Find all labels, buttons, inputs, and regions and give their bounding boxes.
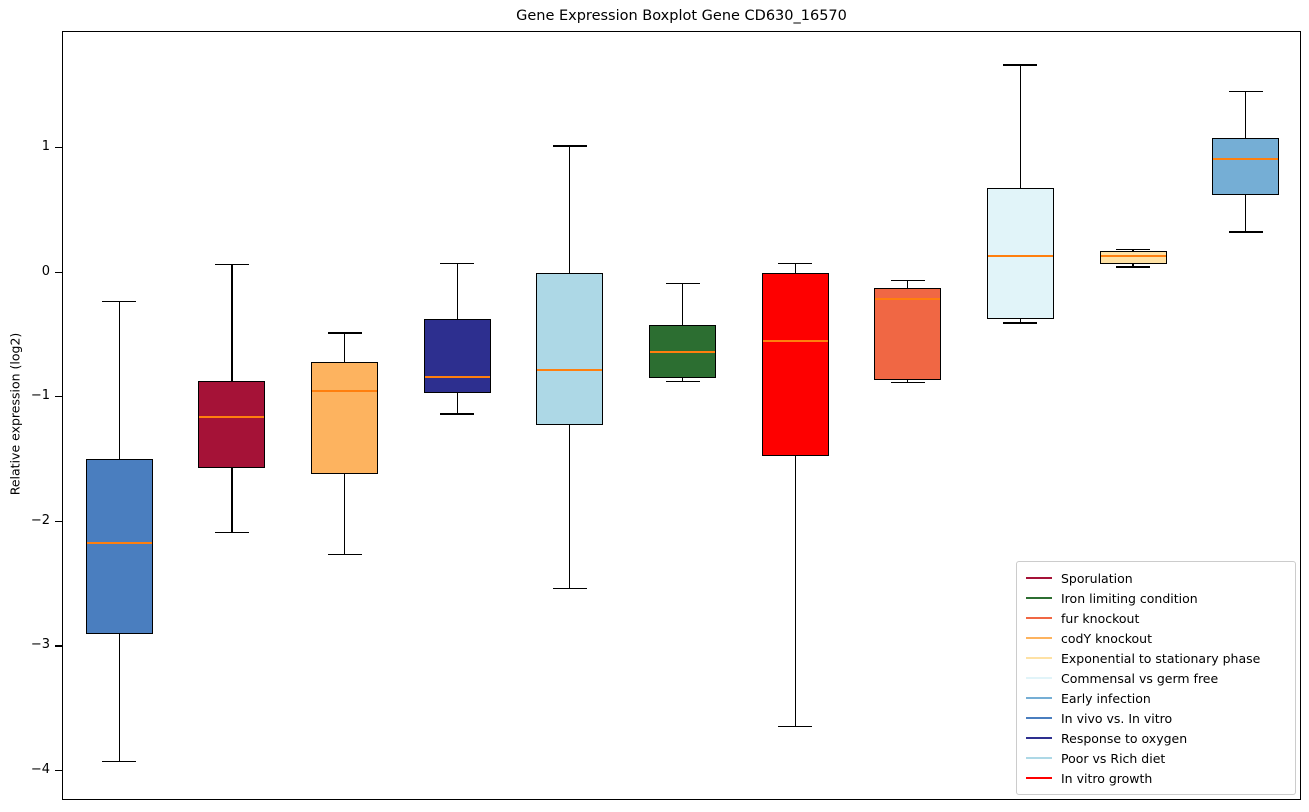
whisker-cap-bottom [214,531,249,533]
legend-line-swatch [1026,616,1052,620]
y-tick-mark [55,770,62,772]
whisker-cap-bottom [102,761,137,763]
y-tick-label: −4 [30,762,50,778]
legend-line-swatch [1026,676,1052,680]
whisker-cap-top [214,263,249,265]
y-tick-mark [55,146,62,149]
legend-label: codY knockout [1061,630,1153,646]
box-in-vitro-growth [761,272,829,456]
whisker-cap-bottom [1228,231,1263,233]
legend-label: Poor vs Rich diet [1061,750,1166,766]
legend-line-swatch [1026,656,1052,660]
box-response-to-oxygen [423,318,491,394]
whisker-cap-top [1228,90,1263,92]
legend-entry: Commensal vs germ free [1026,668,1286,688]
legend-label: Sporulation [1061,570,1133,586]
y-tick-mark [55,645,62,647]
median-line-cody-knockout [312,389,378,392]
box-poor-vs-rich-diet [536,272,604,425]
legend-line-swatch [1026,776,1052,780]
whisker-cap-bottom [890,382,925,384]
box-in-vivo-vs-in-vitro [85,459,153,634]
y-tick-mark [55,396,62,398]
legend-line-swatch [1026,636,1052,640]
legend-entry: Poor vs Rich diet [1026,748,1286,768]
whisker-cap-top [102,301,137,303]
whisker-line-in-vitro-growth [794,262,796,727]
y-tick-label: −1 [30,388,50,404]
median-line-sporulation [199,416,265,418]
legend-label: Iron limiting condition [1061,590,1198,606]
median-line-fur-knockout [875,297,941,300]
whisker-cap-top [327,332,362,334]
whisker-cap-bottom [327,554,362,556]
whisker-cap-bottom [552,587,587,590]
median-line-early-infection [1213,158,1279,160]
y-tick-mark [55,520,62,522]
legend-label: Early infection [1061,690,1151,706]
y-tick-label: 0 [41,263,50,279]
legend-line-swatch [1026,576,1052,580]
whisker-cap-top [440,262,475,264]
legend-entry: Early infection [1026,688,1286,708]
legend-line-swatch [1026,696,1052,700]
legend-entry: Sporulation [1026,568,1286,588]
legend-line-swatch [1026,716,1052,720]
whisker-cap-top [552,145,587,147]
legend-label: Response to oxygen [1061,730,1188,746]
median-line-response-to-oxygen [424,376,490,379]
whisker-cap-bottom [1003,322,1038,324]
legend-line-swatch [1026,596,1052,600]
median-line-in-vitro-growth [762,340,828,342]
legend-label: Commensal vs germ free [1061,670,1219,686]
box-cody-knockout [311,362,379,475]
whisker-cap-top [778,262,813,264]
legend-label: In vivo vs. In vitro [1061,710,1173,726]
median-line-commensal-vs-germ-free [987,255,1053,258]
median-line-poor-vs-rich-diet [537,368,603,371]
whisker-cap-top [665,282,700,284]
legend-entry: Response to oxygen [1026,728,1286,748]
legend-entry: Iron limiting condition [1026,588,1286,608]
median-line-exponential-to-stationary-phase [1100,255,1166,258]
y-tick-label: 1 [41,138,50,154]
whisker-cap-bottom [665,380,700,383]
legend-entry: In vitro growth [1026,768,1286,788]
whisker-cap-bottom [778,726,813,728]
y-tick-label: −3 [30,637,50,653]
whisker-cap-top [1116,248,1151,251]
whisker-cap-bottom [1116,266,1151,268]
box-sporulation [198,380,266,469]
legend-label: In vitro growth [1061,770,1153,786]
box-commensal-vs-germ-free [986,187,1054,319]
whisker-cap-top [1003,64,1038,66]
y-axis-label: Relative expression (log2) [7,332,23,496]
plot-area [62,31,1301,800]
median-line-in-vivo-vs-in-vitro [86,542,152,544]
legend-entry: Exponential to stationary phase [1026,648,1286,668]
legend-entry: In vivo vs. In vitro [1026,708,1286,728]
y-tick-mark [55,271,62,273]
box-early-infection [1212,137,1280,196]
legend-entry: fur knockout [1026,608,1286,628]
median-line-iron-limiting-condition [650,351,715,354]
legend-line-swatch [1026,736,1052,740]
legend-label: fur knockout [1061,610,1140,626]
box-fur-knockout [874,287,942,380]
whisker-cap-top [890,280,925,282]
y-tick-label: −2 [30,512,50,528]
legend: Sporulation Iron limiting condition fur kn… [1016,561,1296,795]
legend-entry: codY knockout [1026,628,1286,648]
whisker-cap-bottom [440,413,475,415]
legend-label: Exponential to stationary phase [1061,650,1261,666]
box-exponential-to-stationary-phase [1099,251,1167,264]
chart-title: Gene Expression Boxplot Gene CD630_16570 [516,8,847,24]
legend-line-swatch [1026,756,1052,760]
